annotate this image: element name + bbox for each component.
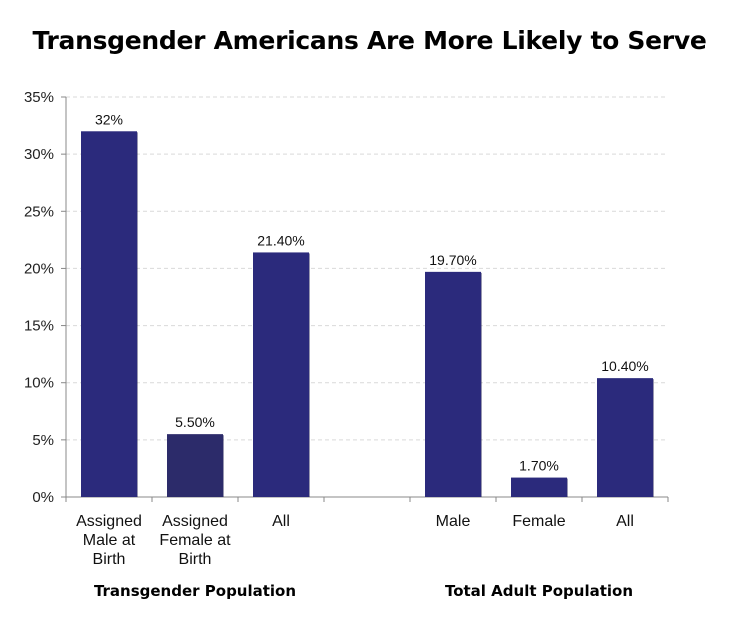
category-label-line: Female at xyxy=(159,532,231,549)
bar xyxy=(167,434,223,497)
category-label-line: Assigned xyxy=(162,513,228,530)
data-label: 19.70% xyxy=(429,252,476,268)
y-tick-label: 10% xyxy=(24,375,54,392)
y-tick-label: 0% xyxy=(32,489,54,506)
group-label: Transgender Population xyxy=(94,582,296,600)
group-label: Total Adult Population xyxy=(445,582,633,600)
y-tick-label: 15% xyxy=(24,318,54,335)
y-tick-label: 5% xyxy=(32,432,54,449)
bar xyxy=(253,252,309,497)
data-label: 1.70% xyxy=(519,458,559,474)
category-label-line: Male xyxy=(436,513,471,530)
y-tick-label: 35% xyxy=(24,89,54,106)
y-tick-label: 25% xyxy=(24,203,54,220)
bar xyxy=(81,131,137,498)
data-label: 21.40% xyxy=(257,232,304,248)
category-label-line: Male at xyxy=(83,532,136,549)
category-label: Female xyxy=(512,513,565,530)
category-label: Male xyxy=(436,513,471,530)
category-label-line: Birth xyxy=(93,551,126,568)
category-label-line: Female xyxy=(512,513,565,530)
y-tick-label: 30% xyxy=(24,146,54,163)
category-label-line: Assigned xyxy=(76,513,142,530)
category-label-line: All xyxy=(272,513,290,530)
y-tick-label: 20% xyxy=(24,260,54,277)
bar xyxy=(425,271,481,497)
data-label: 5.50% xyxy=(175,414,215,430)
category-label: All xyxy=(616,513,634,530)
category-label-line: All xyxy=(616,513,634,530)
category-label-line: Birth xyxy=(179,551,212,568)
category-label: Assigned Male at Birth xyxy=(76,513,142,568)
data-label: 10.40% xyxy=(601,358,648,374)
data-label: 32% xyxy=(95,111,123,127)
bar xyxy=(511,477,567,497)
chart-title: Transgender Americans Are More Likely to… xyxy=(32,26,707,55)
category-label: Assigned Female at Birth xyxy=(159,513,231,568)
category-label: All xyxy=(272,513,290,530)
bar xyxy=(597,378,653,497)
